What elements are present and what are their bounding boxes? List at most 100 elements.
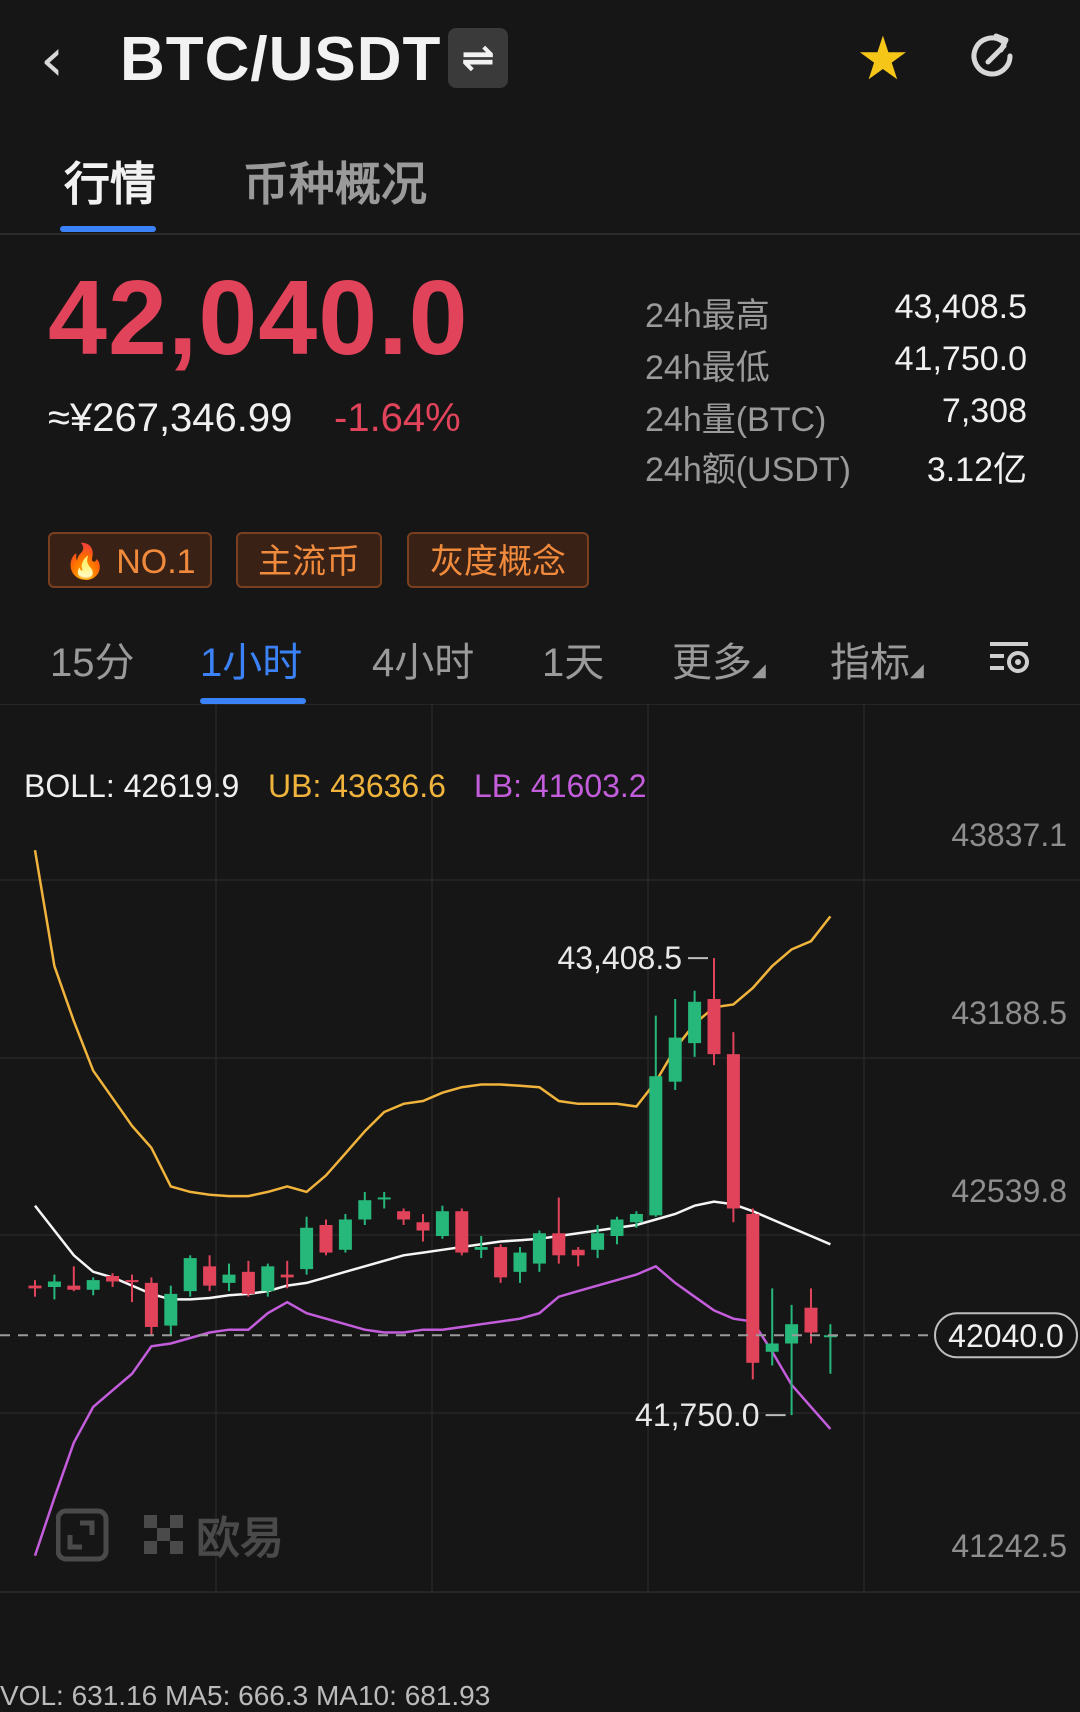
candle-body [668, 1037, 682, 1082]
candle [203, 1255, 217, 1292]
candle-body [86, 1280, 100, 1290]
tag-rank-label: NO.1 [116, 543, 196, 581]
candle [280, 1260, 294, 1289]
candle-body [629, 1213, 643, 1223]
pair-title: BTC/USDT [120, 25, 442, 94]
candle-body [688, 1001, 702, 1044]
boll-upper-value: UB: 43636.6 [268, 768, 446, 804]
candle [86, 1277, 100, 1296]
active-timeframe-indicator [200, 698, 306, 704]
candle [629, 1211, 643, 1228]
timeframe-4h[interactable]: 4小时 [372, 641, 475, 685]
tag-mainstream[interactable]: 主流币 [236, 532, 382, 588]
active-tab-indicator [60, 226, 156, 232]
y-axis-label: 43837.1 [951, 817, 1067, 853]
candle [765, 1288, 779, 1366]
stat-label-low: 24h最低 [645, 349, 770, 387]
candle-body [28, 1285, 42, 1289]
tab-coin-overview[interactable]: 币种概况 [243, 158, 427, 210]
candle-body [474, 1247, 488, 1250]
okx-watermark-logo: 欧易 [56, 1508, 284, 1564]
candle-body [552, 1233, 566, 1256]
timeframe-more[interactable]: 更多◢ [672, 630, 766, 688]
candle [67, 1266, 81, 1292]
dropdown-icon: ◢ [910, 660, 924, 680]
candle [649, 1015, 663, 1217]
candle-body [765, 1343, 779, 1352]
candle [47, 1274, 61, 1300]
candle [707, 958, 721, 1066]
candle [610, 1216, 624, 1245]
low-price-annotation: 41,750.0 [635, 1397, 760, 1433]
candle [552, 1197, 566, 1264]
candle-body [726, 1054, 740, 1209]
candle-body [571, 1249, 585, 1256]
timeframe-1h[interactable]: 1小时 [200, 641, 303, 685]
candle-body [513, 1252, 527, 1272]
y-axis-label: 42539.8 [951, 1173, 1067, 1209]
candles [28, 958, 837, 1416]
share-icon[interactable] [966, 28, 1022, 84]
volume-indicator-row: VOL: 631.16 MA5: 666.3 MA10: 681.93 [0, 1680, 491, 1711]
candle-body [338, 1219, 352, 1250]
candle-body [494, 1247, 508, 1278]
divider [0, 233, 1080, 235]
candle-body [610, 1219, 624, 1237]
candle-body [707, 999, 721, 1055]
candle-body [435, 1211, 449, 1237]
candle [513, 1247, 527, 1283]
candle [688, 990, 702, 1057]
candle [377, 1191, 391, 1209]
candle [571, 1247, 585, 1267]
candle [823, 1324, 837, 1374]
candle [125, 1274, 139, 1303]
cny-price: ≈¥267,346.99 [48, 396, 293, 440]
chart-annotations: 42040.0 43,408.5 41,750.0 [0, 940, 1078, 1433]
candle-body [261, 1266, 275, 1292]
candle-body [144, 1282, 158, 1327]
tag-rank[interactable]: 🔥 NO.1 [48, 532, 212, 588]
candle [222, 1263, 236, 1292]
candle [591, 1225, 605, 1259]
indicator-label: 指标 [830, 641, 910, 685]
boll-value: BOLL: 42619.9 [24, 768, 240, 804]
candle [144, 1277, 158, 1336]
boll-lower-value: LB: 41603.2 [474, 768, 647, 804]
candle-body [280, 1274, 294, 1278]
candlestick-chart[interactable]: 42040.043,408.541,750.0 43837.143188.542… [0, 704, 1080, 1594]
timeframe-15m[interactable]: 15分 [50, 641, 135, 685]
indicator-menu[interactable]: 指标◢ [830, 630, 924, 688]
candle [474, 1236, 488, 1259]
stat-value-turnover: 3.12亿 [926, 451, 1027, 489]
tag-grayscale[interactable]: 灰度概念 [407, 532, 589, 588]
candle-body [416, 1222, 430, 1231]
candle [300, 1216, 314, 1275]
candle-body [241, 1271, 255, 1294]
stat-value-high: 43,408.5 [894, 288, 1027, 326]
timeframe-1d[interactable]: 1天 [542, 641, 605, 685]
chart-settings-icon[interactable] [988, 636, 1032, 676]
candle [397, 1208, 411, 1226]
candle [338, 1213, 352, 1253]
star-icon[interactable]: ★ [856, 24, 910, 94]
candle-body [532, 1233, 546, 1264]
last-price: 42,040.0 [48, 259, 469, 377]
candle-body [649, 1076, 663, 1216]
candle-body [804, 1307, 818, 1333]
candle-body [319, 1225, 333, 1253]
candle-body [397, 1211, 411, 1220]
candle [785, 1304, 799, 1416]
chart-grid [0, 704, 1080, 1593]
candle-body [67, 1285, 81, 1290]
candle [319, 1219, 333, 1256]
fire-icon: 🔥 [64, 542, 107, 582]
swap-icon[interactable]: ⇌ [448, 28, 508, 88]
back-icon[interactable]: ‹ [40, 25, 64, 95]
boll-lower-line [33, 1264, 832, 1557]
current-price-tag [934, 1312, 1078, 1359]
candle [106, 1273, 120, 1288]
current-price-label: 42040.0 [948, 1318, 1064, 1354]
candle [455, 1208, 469, 1256]
candle-body [591, 1233, 605, 1250]
tab-market[interactable]: 行情 [64, 158, 156, 210]
